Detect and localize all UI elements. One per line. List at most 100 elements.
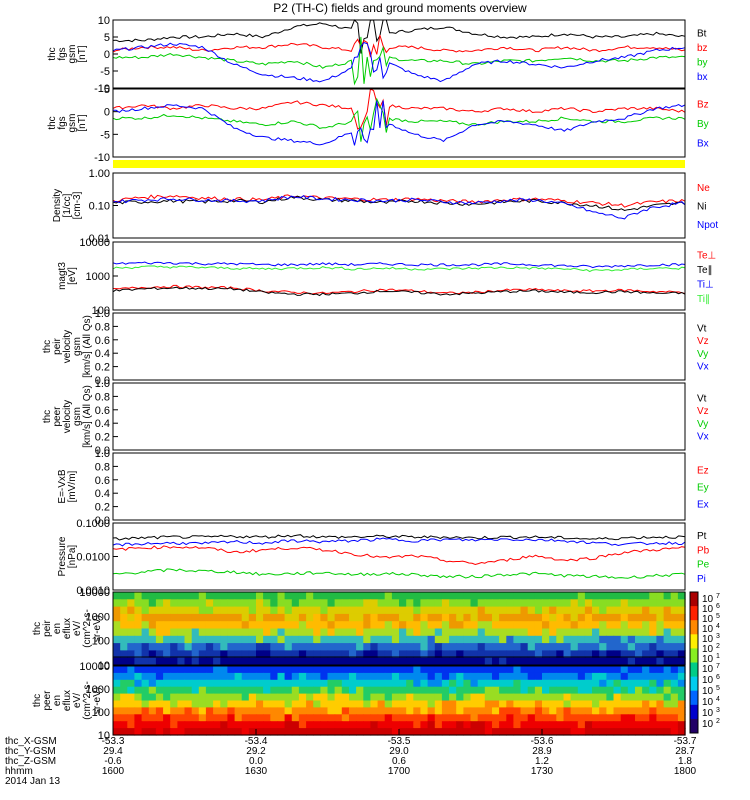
spectrogram-cell — [484, 686, 493, 695]
spectrogram-cell — [320, 679, 329, 688]
spectrogram-cell — [406, 592, 414, 600]
spectrogram-cell — [563, 714, 572, 722]
spectrogram-cell — [320, 707, 329, 715]
spectrogram-cell — [177, 666, 186, 674]
spectrogram-cell — [506, 693, 515, 702]
spectrogram-cell — [205, 657, 214, 666]
spectrogram-cell — [270, 592, 279, 600]
colorbar-exponent: 4 — [716, 696, 720, 703]
spectrogram-cell — [549, 643, 557, 651]
spectrogram-cell — [570, 714, 579, 722]
spectrogram-cell — [298, 693, 307, 702]
spectrogram-cell — [198, 628, 207, 637]
spectrogram-cell — [670, 657, 679, 666]
spectrogram-cell — [327, 693, 336, 702]
spectrogram-cell — [270, 613, 279, 622]
spectrogram-cell — [592, 721, 600, 729]
spectrogram-cell — [527, 707, 536, 715]
spectrogram-cell — [227, 613, 236, 622]
colorbar-segment — [690, 606, 698, 621]
spectrogram-cell — [599, 672, 607, 681]
spectrogram-cell — [377, 657, 386, 666]
spectrogram-cell — [534, 721, 543, 729]
spectrogram-cell — [577, 657, 586, 666]
spectrogram-cell — [298, 606, 307, 615]
spectrogram-cell — [470, 643, 479, 651]
spectrogram-cell — [163, 657, 171, 666]
panel-8-ylabel-line: en — [52, 623, 63, 634]
legend-Ni: Ni — [697, 202, 706, 213]
spectrogram-cell — [677, 679, 686, 688]
spectrogram-cell — [463, 657, 472, 666]
spectrogram-cell — [284, 666, 293, 674]
spectrogram-cell — [391, 657, 400, 666]
spectrogram-cell — [677, 606, 686, 615]
legend-Bz: Bz — [697, 100, 709, 111]
spectrogram-cell — [441, 728, 450, 736]
spectrogram-cell — [477, 657, 486, 666]
spectrogram-cell — [234, 628, 243, 637]
spectrogram-cell — [370, 679, 379, 688]
spectrogram-cell — [677, 707, 686, 715]
spectrogram-cell — [463, 728, 472, 736]
spectrogram-cell — [205, 672, 214, 681]
spectrogram-cell — [642, 621, 650, 630]
spectrogram-cell — [170, 666, 178, 674]
spectrogram-cell — [592, 728, 600, 736]
spectrogram-cell — [606, 599, 615, 608]
spectrogram-cell — [463, 621, 472, 630]
spectrogram-cell — [399, 679, 407, 688]
spectrogram-cell — [399, 635, 407, 644]
spectrogram-cell — [570, 693, 579, 702]
spectrogram-cell — [270, 679, 279, 688]
legend-bz: bz — [697, 43, 708, 54]
spectrogram-cell — [449, 728, 457, 736]
spectrogram-cell — [370, 599, 379, 608]
panel-4-ytick: 1.0 — [95, 308, 110, 320]
spectrogram-cell — [527, 700, 536, 708]
spectrogram-cell — [470, 628, 479, 637]
spectrogram-cell — [391, 650, 400, 659]
spectrogram-cell — [499, 707, 507, 715]
spectrogram-cell — [349, 628, 357, 637]
spectrogram-cell — [513, 650, 522, 659]
spectrogram-cell — [449, 714, 457, 722]
spectrogram-cell — [263, 628, 271, 637]
spectrogram-cell — [406, 679, 414, 688]
spectrogram-cell — [635, 686, 643, 695]
spectrogram-cell — [406, 693, 414, 702]
panel-4-ytick: 0.8 — [95, 321, 110, 333]
spectrogram-cell — [635, 700, 643, 708]
spectrogram-cell — [506, 707, 515, 715]
spectrogram-cell — [363, 714, 372, 722]
spectrogram-cell — [113, 714, 121, 722]
series-Bx-line — [113, 100, 686, 146]
spectrogram-cell — [234, 621, 243, 630]
spectrogram-cell — [556, 635, 565, 644]
spectrogram-cell — [177, 643, 186, 651]
spectrogram-cell — [420, 714, 429, 722]
spectrogram-cell — [363, 672, 372, 681]
spectrogram-cell — [356, 666, 364, 674]
spectrogram-cell — [456, 666, 464, 674]
spectrogram-cell — [520, 643, 529, 651]
spectrogram-cell — [513, 599, 522, 608]
spectrogram-cell — [213, 613, 221, 622]
panel-6-ytick: 0.4 — [95, 488, 110, 500]
spectrogram-cell — [220, 635, 229, 644]
spectrogram-cell — [449, 693, 457, 702]
spectrogram-cell — [313, 693, 321, 702]
spectrogram-cell — [484, 606, 493, 615]
colorbar-segment — [690, 676, 698, 692]
spectrogram-cell — [270, 599, 279, 608]
panel-4-ytick: 0.6 — [95, 335, 110, 347]
spectrogram-cell — [170, 721, 178, 729]
spectrogram-cell — [134, 714, 143, 722]
spectrogram-cell — [113, 728, 121, 736]
spectrogram-cell — [256, 700, 264, 708]
spectrogram-cell — [627, 621, 636, 630]
spectrogram-cell — [205, 707, 214, 715]
colorbar-label: 10 — [702, 664, 714, 675]
spectrogram-cell — [163, 693, 171, 702]
spectrogram-cell — [356, 700, 364, 708]
